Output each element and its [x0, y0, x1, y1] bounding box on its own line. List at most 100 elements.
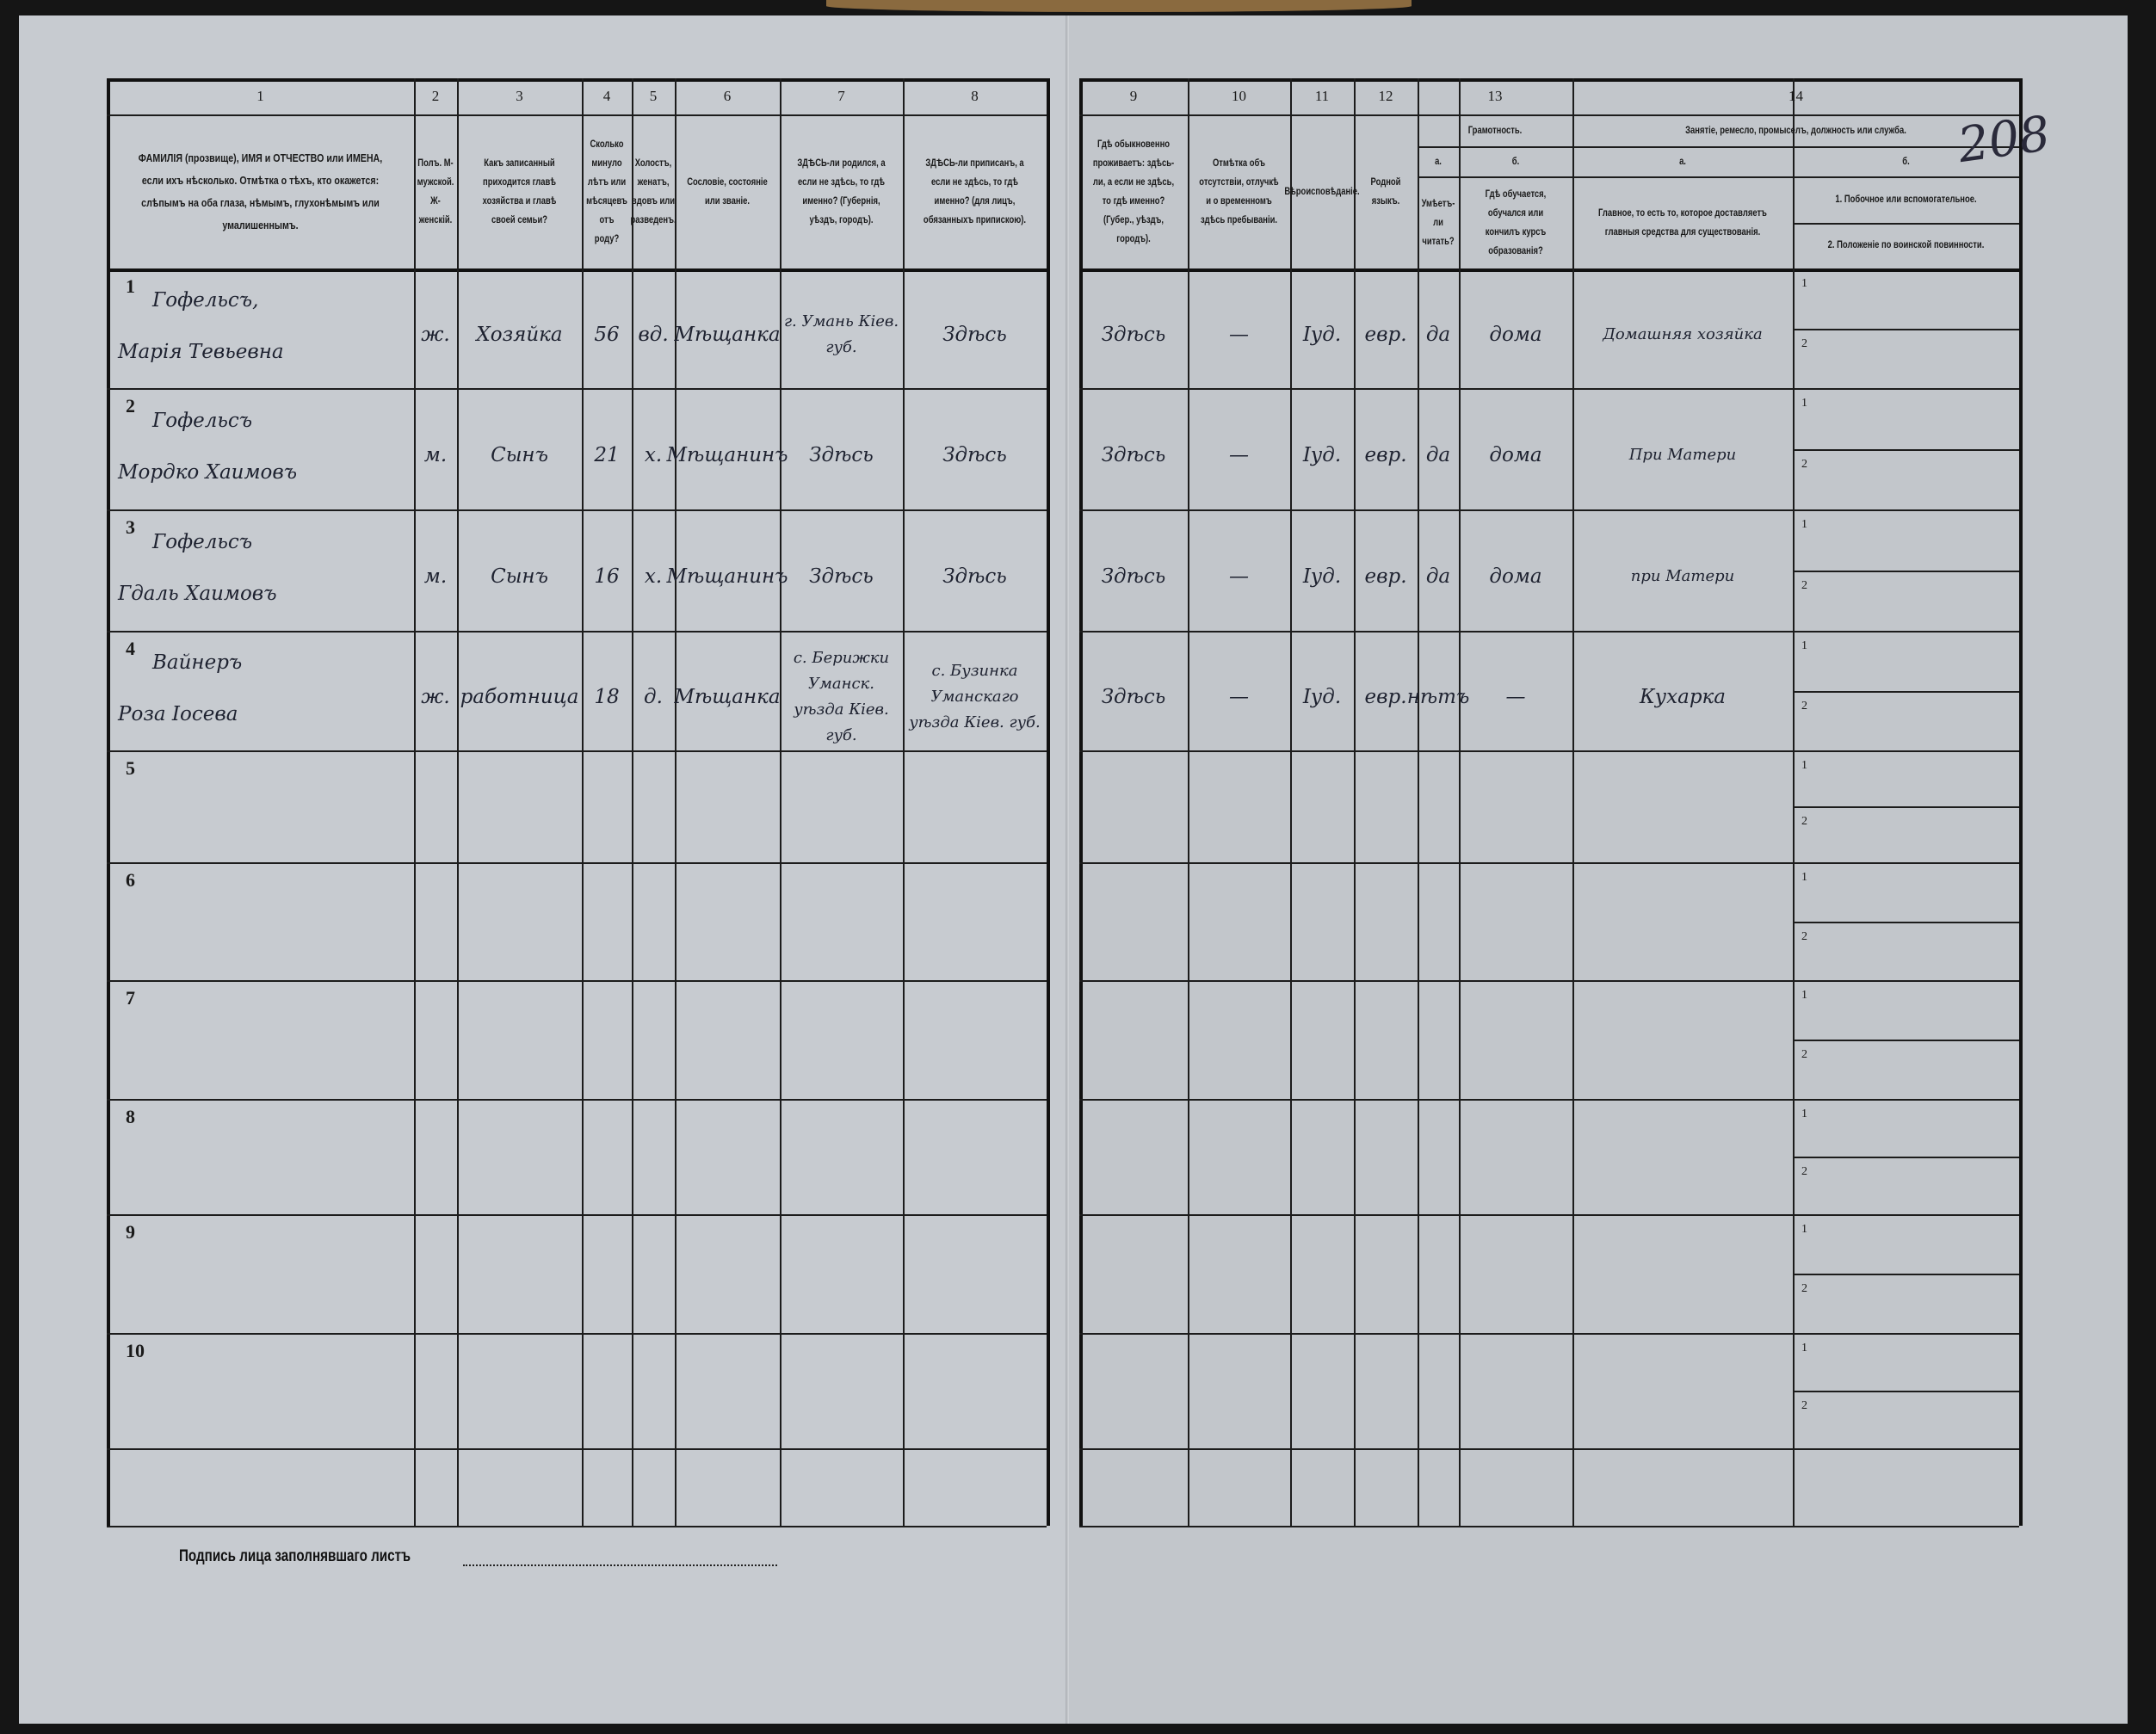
subline-number: 1 [1801, 759, 1807, 772]
column-number: 11 [1314, 88, 1330, 104]
row-divider [1793, 328, 2019, 330]
surname: Гофельсъ [152, 409, 253, 432]
subline-number: 2 [1801, 815, 1807, 828]
column-divider [2019, 78, 2023, 1526]
cell-registered: с. Бузинка Уманскаго уѣзда Кiев. губ. [909, 662, 1041, 731]
row-divider [1793, 806, 2019, 808]
row-divider [1079, 980, 2019, 982]
cell-occupation: При Матери [1628, 446, 1737, 464]
subline-number: 1 [1801, 277, 1807, 290]
column-number: 13 [1487, 88, 1503, 104]
row-divider [1079, 1526, 2019, 1527]
cell-sex: м. [423, 444, 448, 466]
cell-absence: — [1229, 686, 1249, 708]
page-fold [1066, 15, 1069, 1724]
cell-literate: да [1425, 444, 1451, 466]
cell-marital: вд. [638, 324, 669, 346]
row-divider [1793, 921, 2019, 923]
column-divider [1459, 78, 1461, 1526]
row-divider [107, 980, 1047, 982]
cell-registered: Здѣсь [942, 444, 1007, 466]
cell-occupation: при Матери [1630, 567, 1735, 585]
cell-born: г. Умань Кiев. губ. [783, 312, 899, 356]
signature-line [463, 1564, 777, 1566]
column-divider [632, 78, 633, 1526]
column-header: Холостъ, женатъ, вдовъ или разведенъ. [630, 157, 676, 225]
row-divider [1079, 1214, 2019, 1216]
row-divider [107, 1333, 1047, 1335]
row-divider [1079, 862, 2019, 864]
subline-number: 2 [1801, 1048, 1807, 1061]
row-divider [107, 114, 1047, 116]
column-number: 9 [1129, 88, 1138, 104]
cell-marital: д. [644, 686, 663, 708]
column-divider [457, 78, 459, 1526]
column-divider [1290, 78, 1292, 1526]
column-header: Вѣроисповѣданіе. [1284, 186, 1360, 197]
cell-absence: — [1229, 324, 1249, 346]
column-header: ФАМИЛІЯ (прозвище), ИМЯ и ОТЧЕСТВО или И… [138, 151, 383, 231]
cell-sex: ж. [421, 686, 450, 708]
row-number: 7 [126, 987, 135, 1009]
cell-estate: Мѣщанка [674, 686, 781, 708]
subline-number: 1 [1801, 518, 1807, 531]
row-divider [1793, 690, 2019, 693]
cell-estate: Мѣщанка [674, 324, 781, 346]
column-divider [1079, 78, 1083, 1526]
cell-born: с. Берижки Уманск. уѣзда Кiев. губ. [793, 649, 890, 744]
subcolumn-a: а. [1435, 156, 1442, 167]
row-divider [107, 1448, 1047, 1450]
column-header: 1. Побочное или вспомогательное. [1835, 194, 1977, 205]
column-divider [780, 78, 781, 1526]
cell-age: 18 [594, 686, 620, 708]
given-name: Марія Тевьевна [118, 340, 284, 363]
row-divider [1079, 388, 2019, 390]
cell-language: евр. [1364, 324, 1407, 346]
literacy-group-header: Грамотность. [1467, 125, 1523, 136]
given-name: Роза Iосева [118, 702, 238, 725]
column-divider [1047, 78, 1050, 1526]
given-name: Мордко Хаимовъ [118, 461, 298, 484]
row-divider [1079, 631, 2019, 633]
cell-religion: Iуд. [1302, 444, 1342, 466]
row-divider [107, 1526, 1047, 1527]
column-divider [1418, 78, 1419, 1526]
column-header: 2. Положеніе по воинской повинности. [1827, 240, 1985, 251]
row-number: 6 [126, 869, 135, 891]
cell-born: Здѣсь [809, 444, 874, 466]
cell-religion: Iуд. [1302, 565, 1342, 588]
column-number: 3 [516, 88, 523, 104]
subline-number: 2 [1801, 578, 1807, 592]
column-number: 10 [1232, 88, 1246, 104]
row-divider [107, 509, 1047, 511]
column-number: 8 [971, 88, 979, 104]
cell-estate: Мѣщанинъ [666, 565, 788, 588]
row-number: 3 [126, 516, 135, 538]
subline-number: 2 [1801, 1282, 1807, 1295]
cell-relation: работница [460, 686, 579, 708]
row-divider [107, 631, 1047, 633]
cell-education: дома [1489, 565, 1542, 588]
signature-label: Подпись лица заполнявшаго листъ [179, 1547, 411, 1565]
cell-estate: Мѣщанинъ [666, 444, 788, 466]
row-divider [1793, 1274, 2019, 1275]
cell-resides: Здѣсь [1101, 444, 1166, 466]
row-divider [1418, 176, 2019, 178]
column-divider [1793, 78, 1795, 1526]
cell-born: Здѣсь [809, 565, 874, 588]
row-number: 8 [126, 1106, 135, 1127]
column-header: Сословіе, состояніе или званіе. [687, 176, 768, 207]
row-divider [1079, 750, 2019, 752]
row-divider [107, 1099, 1047, 1101]
cell-language: евр. [1364, 565, 1407, 588]
row-divider [107, 750, 1047, 752]
cell-marital: х. [644, 565, 663, 588]
cell-relation: Сынъ [491, 444, 548, 466]
column-number: 6 [723, 88, 732, 104]
cell-literate: да [1425, 565, 1451, 588]
column-header: Главное, то есть то, которое доставляетъ… [1598, 207, 1767, 238]
column-number: 1 [256, 88, 264, 104]
column-number: 4 [602, 88, 611, 104]
row-divider [1079, 114, 1418, 116]
subcolumn-a: а. [1679, 156, 1686, 167]
